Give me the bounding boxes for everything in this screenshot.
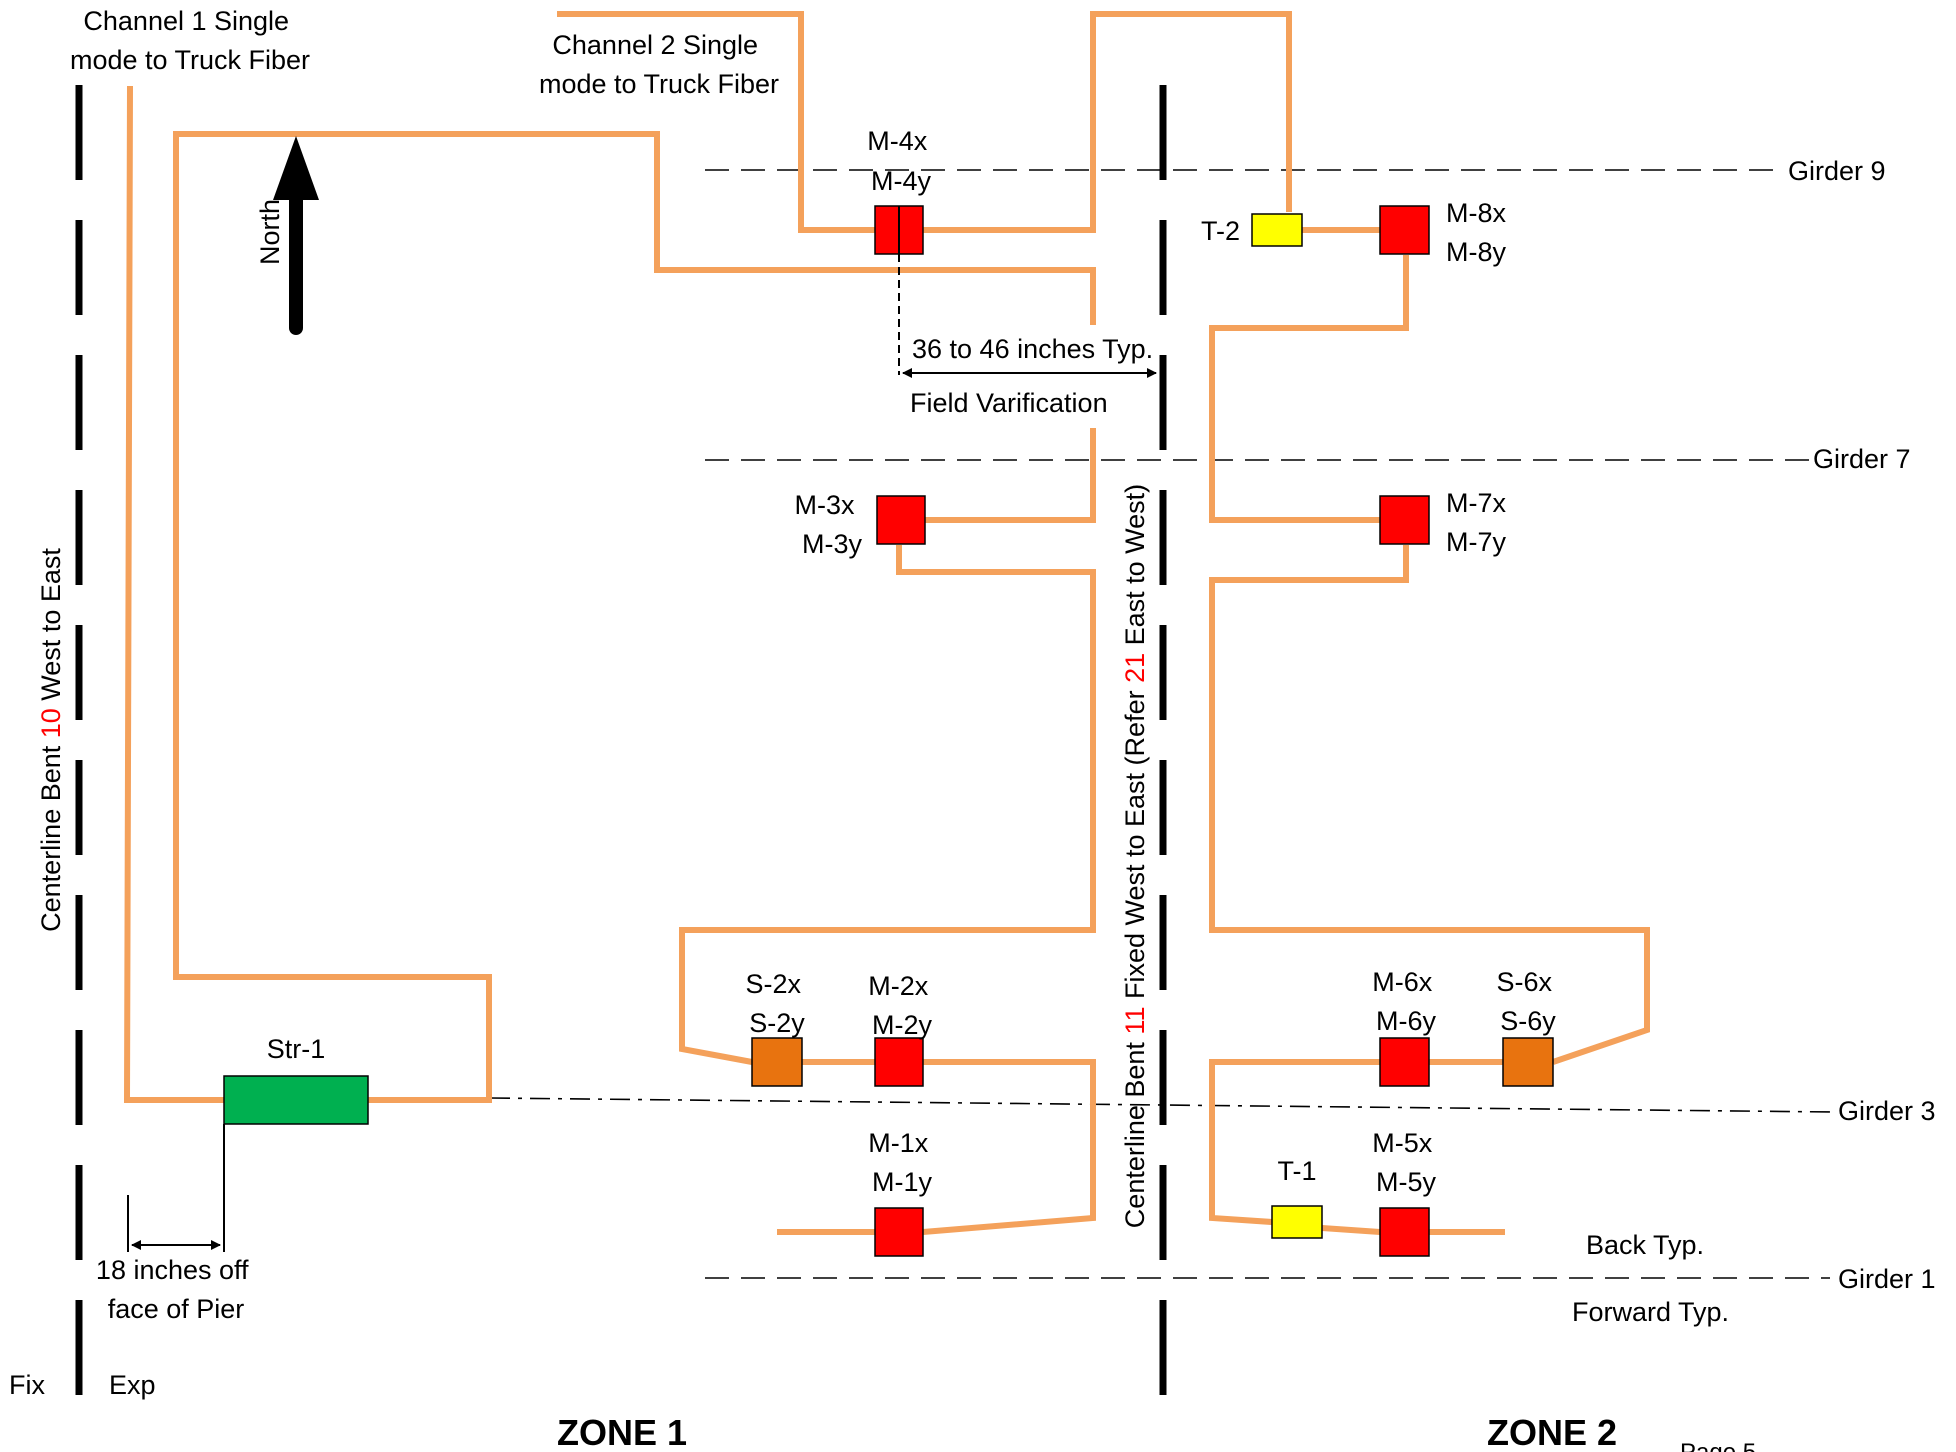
girder-lines (489, 169, 1836, 1279)
sensor-m8-label: M-8x M-8y (1446, 198, 1514, 267)
zone-2-label: ZONE 2 (1487, 1412, 1617, 1452)
sensor-m2-label: M-2x M-2y (868, 971, 936, 1040)
sensor-m3[interactable] (876, 495, 926, 545)
girder-7-label: Girder 7 (1813, 444, 1911, 474)
cable-str1-loop (173, 131, 1096, 1103)
sensor-m7[interactable] (1379, 495, 1430, 545)
zone-1-label: ZONE 1 (557, 1412, 687, 1452)
north-label: North (255, 199, 285, 265)
bent-11-label: Centerline Bent 11 Fixed West to East (R… (1120, 484, 1150, 1228)
back-typ-label: Back Typ. (1586, 1230, 1704, 1260)
sensor-m3-label: M-3x M-3y (794, 490, 862, 559)
cable-t1-to-m5 (1321, 1225, 1381, 1235)
sensor-m7-label: M-7x M-7y (1446, 488, 1514, 557)
cable-m3-up (925, 428, 1096, 523)
sensor-t2-label: T-2 (1201, 216, 1240, 246)
sensor-s6[interactable] (1502, 1037, 1554, 1087)
fix-label: Fix (9, 1370, 45, 1400)
sensor-m6-label: M-6x M-6y (1372, 967, 1440, 1036)
sensor-m1-label: M-1x M-1y (868, 1128, 936, 1197)
offset-label: 18 inches off face of Pier (96, 1255, 256, 1324)
spacing-label: 36 to 46 inches Typ. (912, 334, 1153, 364)
sensor-t1[interactable] (1271, 1205, 1323, 1239)
verification-label: Field Varification (910, 388, 1108, 418)
cable-m3-to-s2 (679, 545, 1096, 1065)
forward-typ-label: Forward Typ. (1572, 1297, 1729, 1327)
sensor-m2[interactable] (874, 1037, 924, 1087)
page-number: Page 5 (1680, 1439, 1756, 1452)
channel-2-label: Channel 2 Single mode to Truck Fiber (539, 30, 779, 99)
sensor-m8[interactable] (1379, 205, 1430, 255)
cable-m6-to-t1 (1209, 1059, 1380, 1225)
north-arrow (273, 136, 319, 335)
north-arrow-head-icon (273, 136, 319, 200)
cable-m2-to-m1 (922, 1059, 1096, 1235)
sensor-m5[interactable] (1379, 1207, 1430, 1257)
cable-m7-to-s6 (1209, 545, 1650, 1065)
cable-m8-to-m7 (1209, 255, 1409, 523)
sensor-s2-label: S-2x S-2y (745, 969, 808, 1038)
sensor-m4-label: M-4x M-4y (867, 126, 935, 196)
sensor-s6-label: S-6x S-6y (1496, 967, 1559, 1036)
sensor-str1-label: Str-1 (267, 1034, 326, 1064)
girder-3-line (489, 1097, 1836, 1113)
bent-10-label: Centerline Bent 10 West to East (36, 548, 66, 932)
dimension-spacing (898, 206, 1157, 378)
girder-9-label: Girder 9 (1788, 156, 1886, 186)
sensor-s2[interactable] (751, 1037, 803, 1087)
girder-3-label: Girder 3 (1838, 1096, 1936, 1126)
sensor-m5-label: M-5x M-5y (1372, 1128, 1440, 1197)
sensor-t1-label: T-1 (1277, 1156, 1316, 1186)
sensor-m1[interactable] (874, 1207, 924, 1257)
cable-m4-to-t2 (923, 11, 1292, 233)
channel-1-label: Channel 1 Single mode to Truck Fiber (70, 6, 310, 75)
cable-channel2-to-m4 (557, 11, 875, 233)
dimension-offset (127, 1124, 225, 1252)
exp-label: Exp (109, 1370, 156, 1400)
girder-1-label: Girder 1 (1838, 1264, 1936, 1294)
cable-channel1-to-str1 (123, 85, 224, 1103)
sensor-t2[interactable] (1251, 213, 1303, 247)
sensor-str1[interactable] (223, 1075, 369, 1125)
cable-routes (123, 11, 1650, 1235)
sensor-m6[interactable] (1379, 1037, 1430, 1087)
